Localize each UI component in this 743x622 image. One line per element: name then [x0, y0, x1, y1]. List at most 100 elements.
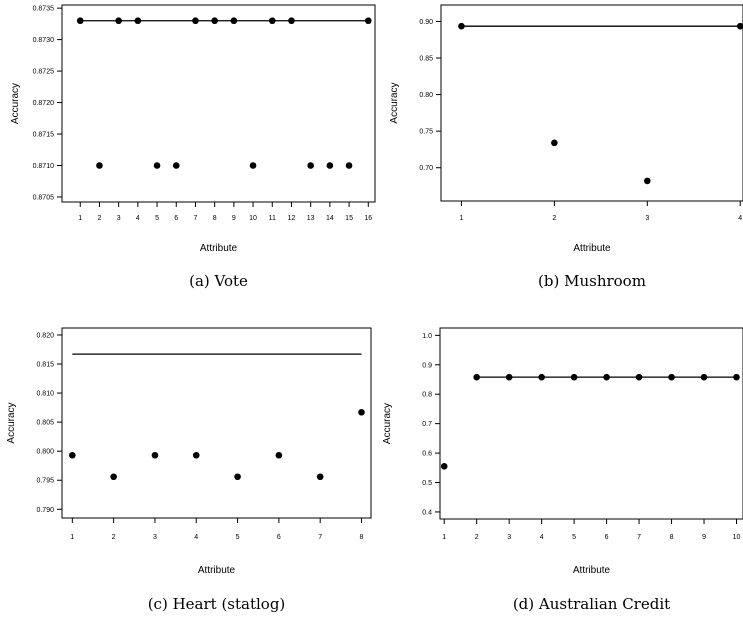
y-tick-label: 0.90 [419, 19, 433, 26]
x-tick-label: 10 [249, 215, 257, 222]
x-tick-label: 2 [475, 534, 479, 541]
data-point [603, 373, 610, 381]
y-axis-title: Accuracy [382, 403, 393, 444]
x-tick-label: 2 [97, 215, 101, 222]
y-tick-label: 0.8715 [33, 132, 55, 139]
y-tick-label: 0.80 [419, 92, 433, 99]
data-point [249, 162, 257, 169]
data-point [76, 17, 84, 25]
y-tick-label: 0.805 [36, 420, 54, 427]
x-tick-label: 6 [277, 534, 281, 541]
data-point [668, 373, 675, 381]
y-tick-label: 0.8720 [33, 100, 55, 107]
data-point [153, 162, 161, 169]
y-tick-label: 0.6 [422, 451, 432, 458]
panel-caption: (a) Vote [189, 272, 248, 290]
data-point [110, 473, 117, 481]
data-point [192, 17, 199, 25]
data-point [700, 373, 708, 381]
data-point [307, 162, 314, 169]
y-tick-label: 0.5 [422, 480, 432, 487]
x-axis-title: Attribute [200, 243, 238, 254]
plot-frame [61, 4, 376, 203]
panel-caption: (b) Mushroom [538, 272, 646, 290]
x-axis-title: Attribute [573, 565, 611, 576]
plot-frame [439, 327, 743, 520]
x-tick-label: 1 [459, 215, 463, 222]
x-tick-label: 8 [213, 215, 217, 222]
x-tick-label: 9 [702, 534, 706, 541]
y-tick-label: 0.820 [36, 332, 54, 339]
x-tick-label: 5 [572, 534, 576, 541]
panel-caption: (c) Heart (statlog) [148, 595, 286, 613]
data-point [473, 373, 480, 381]
x-tick-label: 15 [345, 215, 353, 222]
x-tick-label: 2 [112, 534, 116, 541]
plot-frame [440, 4, 743, 202]
x-tick-label: 7 [637, 534, 641, 541]
x-tick-label: 1 [70, 534, 74, 541]
data-point [358, 408, 365, 416]
y-axis-title: Accuracy [389, 82, 400, 123]
data-point [345, 162, 353, 169]
x-tick-label: 3 [153, 534, 157, 541]
x-tick-label: 14 [326, 215, 334, 222]
x-tick-label: 7 [194, 215, 198, 222]
data-point [570, 373, 578, 381]
data-point [505, 373, 513, 381]
data-point [316, 473, 324, 481]
x-tick-label: 1 [78, 215, 82, 222]
chart-panel-3: 0.790 0.795 0.800 0.805 0.810 0.815 0.820 1 2 3 4 5… [6, 327, 372, 613]
data-point [234, 473, 241, 481]
data-point [440, 463, 448, 470]
data-point [115, 17, 122, 25]
y-tick-label: 0.815 [36, 362, 54, 369]
y-tick-label: 0.790 [36, 507, 54, 514]
y-tick-label: 0.75 [419, 129, 433, 136]
y-tick-label: 0.810 [36, 391, 54, 398]
y-axis-title: Accuracy [6, 402, 17, 443]
data-point [643, 177, 651, 185]
y-tick-label: 0.4 [422, 509, 432, 516]
x-tick-label: 1 [442, 534, 446, 541]
x-axis-title: Attribute [573, 243, 611, 254]
x-tick-label: 9 [232, 215, 236, 222]
data-point [288, 17, 295, 25]
y-tick-label: 0.8730 [33, 37, 55, 44]
x-tick-label: 8 [670, 534, 674, 541]
chart-panel-4: 0.4 0.5 0.6 0.7 0.8 0.9 1.0 1 2 3 4 5 6 7 8 9 10 Attribut… [382, 327, 743, 613]
y-tick-label: 0.800 [36, 449, 54, 456]
chart-panel-2: 0.70 0.75 0.80 0.85 0.90 1 2 3 4 Attribute Accurac… [389, 4, 743, 290]
y-tick-label: 0.8705 [33, 194, 55, 201]
x-tick-label: 4 [194, 534, 198, 541]
y-tick-label: 0.8 [422, 392, 432, 399]
data-point [230, 17, 238, 25]
panel-caption: (d) Australian Credit [513, 595, 670, 613]
data-point [96, 162, 103, 169]
data-point [364, 17, 372, 25]
data-point [151, 451, 159, 459]
x-tick-label: 2 [552, 215, 556, 222]
data-point [134, 17, 142, 25]
data-point [733, 373, 740, 381]
x-tick-label: 3 [507, 534, 511, 541]
x-tick-label: 7 [318, 534, 322, 541]
x-tick-label: 5 [155, 215, 159, 222]
x-tick-label: 12 [288, 215, 296, 222]
y-tick-label: 0.85 [419, 56, 433, 63]
x-tick-label: 13 [307, 215, 315, 222]
data-point [551, 139, 558, 147]
x-tick-label: 8 [360, 534, 364, 541]
x-tick-label: 6 [174, 215, 178, 222]
data-point [172, 162, 180, 169]
x-tick-label: 5 [236, 534, 240, 541]
x-tick-label: 4 [136, 215, 140, 222]
x-tick-label: 16 [364, 215, 372, 222]
x-tick-label: 10 [733, 534, 741, 541]
y-tick-label: 0.8735 [33, 6, 55, 13]
y-tick-label: 0.8710 [33, 163, 55, 170]
y-tick-label: 0.9 [422, 362, 432, 369]
data-point [211, 17, 218, 25]
chart-panel-1: 0.8705 0.8710 0.8715 0.8720 0.8725 0.8730 0.87… [10, 4, 376, 290]
data-point [635, 373, 643, 381]
